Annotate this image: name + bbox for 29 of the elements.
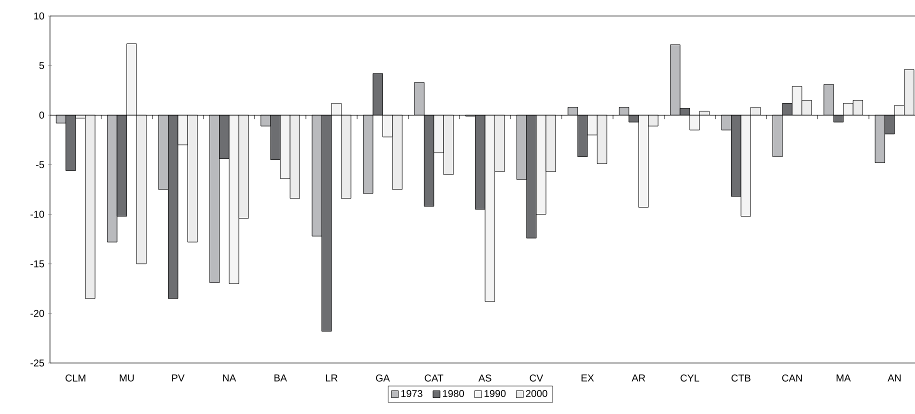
y-tick-label: -25: [30, 359, 44, 367]
x-tick-label: CYL: [680, 374, 700, 382]
x-tick-label: CLM: [66, 374, 86, 382]
y-tick-label: 5: [39, 62, 44, 70]
x-tick-label: MU: [120, 374, 134, 382]
x-tick-label: AR: [632, 374, 646, 382]
y-tick-label: 0: [39, 112, 44, 119]
y-tick-label: 10: [34, 12, 44, 20]
x-tick-label: BA: [274, 374, 287, 382]
x-tick-label: CAT: [424, 374, 444, 382]
legend-label: 2000: [526, 390, 548, 398]
x-tick-label: CV: [530, 374, 544, 382]
x-tick-label: AN: [888, 374, 901, 382]
x-tick-label: EX: [582, 374, 594, 382]
y-tick-label: -15: [30, 260, 44, 268]
y-tick-label: -10: [30, 210, 44, 218]
x-tick-label: CTB: [732, 374, 750, 382]
x-tick-label: LR: [326, 374, 338, 382]
x-tick-label: AS: [478, 374, 492, 382]
x-tick-label: NA: [223, 374, 236, 382]
legend-label: 1980: [443, 390, 464, 398]
x-tick-label: GA: [376, 374, 390, 382]
x-tick-label: PV: [172, 374, 185, 382]
legend-label: 1990: [484, 390, 506, 398]
x-tick-label: CAN: [782, 374, 802, 382]
legend-label: 1973: [401, 390, 422, 398]
x-tick-label: MA: [836, 374, 851, 382]
y-tick-label: -20: [30, 310, 44, 317]
y-tick-label: -5: [36, 161, 44, 168]
